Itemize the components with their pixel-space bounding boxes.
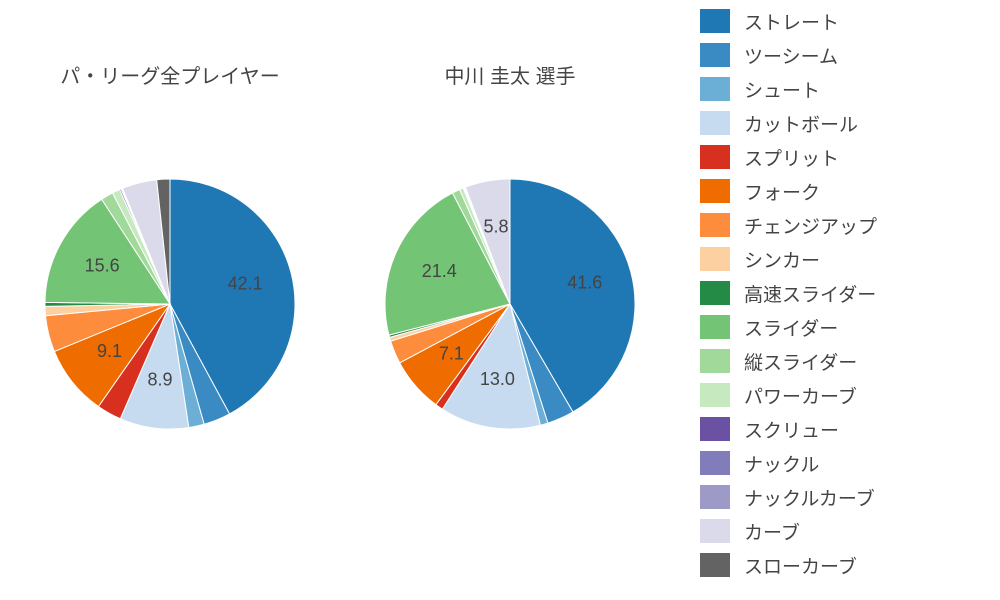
legend-swatch <box>700 77 730 101</box>
legend-swatch <box>700 417 730 441</box>
legend-item: スローカーブ <box>700 548 980 582</box>
pie-chart: パ・リーグ全プレイヤー 42.1 8.9 9.1 15.6 <box>10 60 330 489</box>
legend-item: シュート <box>700 72 980 106</box>
legend-swatch <box>700 145 730 169</box>
pie-slice-label: 13.0 <box>480 369 515 389</box>
legend-item: ナックル <box>700 446 980 480</box>
legend-label: 縦スライダー <box>744 348 857 375</box>
legend-label: シンカー <box>744 246 820 273</box>
legend-swatch <box>700 485 730 509</box>
legend-label: ストレート <box>744 8 839 35</box>
legend-label: ナックル <box>744 450 819 477</box>
pie-slice-label: 5.8 <box>483 217 508 237</box>
legend-swatch <box>700 553 730 577</box>
legend-label: スローカーブ <box>744 552 857 579</box>
legend-swatch <box>700 519 730 543</box>
legend-swatch <box>700 43 730 67</box>
legend-label: シュート <box>744 76 820 103</box>
legend-item: ナックルカーブ <box>700 480 980 514</box>
legend-item: スクリュー <box>700 412 980 446</box>
legend: ストレートツーシームシュートカットボールスプリットフォークチェンジアップシンカー… <box>700 0 980 586</box>
pie-title: パ・リーグ全プレイヤー <box>60 60 279 89</box>
legend-label: スプリット <box>744 144 839 171</box>
pie-slice-label: 41.6 <box>567 273 602 293</box>
legend-swatch <box>700 281 730 305</box>
legend-item: フォーク <box>700 174 980 208</box>
legend-label: カーブ <box>744 518 800 545</box>
legend-swatch <box>700 315 730 339</box>
pie-slice-label: 8.9 <box>148 370 173 390</box>
pie-slice-label: 42.1 <box>228 274 263 294</box>
legend-item: 高速スライダー <box>700 276 980 310</box>
legend-swatch <box>700 111 730 135</box>
legend-swatch <box>700 179 730 203</box>
legend-swatch <box>700 451 730 475</box>
pie-slice-label: 7.1 <box>439 343 464 363</box>
legend-label: 高速スライダー <box>744 280 876 307</box>
chart-area: パ・リーグ全プレイヤー 42.1 8.9 9.1 15.6 中川 圭太 選手 41.6 13.… <box>0 0 680 600</box>
legend-item: パワーカーブ <box>700 378 980 412</box>
legend-label: ナックルカーブ <box>744 484 875 511</box>
legend-swatch <box>700 247 730 271</box>
legend-label: スクリュー <box>744 416 839 443</box>
pie-title: 中川 圭太 選手 <box>444 60 575 89</box>
legend-label: カットボール <box>744 110 858 137</box>
pie-chart: 中川 圭太 選手 41.6 13.0 7.1 21.4 5.8 <box>350 60 670 489</box>
legend-swatch <box>700 349 730 373</box>
legend-item: シンカー <box>700 242 980 276</box>
legend-label: パワーカーブ <box>744 382 857 409</box>
legend-label: ツーシーム <box>744 42 838 69</box>
pie-svg: 42.1 8.9 9.1 15.6 <box>0 119 355 489</box>
legend-item: ツーシーム <box>700 38 980 72</box>
legend-item: スプリット <box>700 140 980 174</box>
legend-swatch <box>700 383 730 407</box>
legend-label: スライダー <box>744 314 838 341</box>
legend-item: カットボール <box>700 106 980 140</box>
legend-item: ストレート <box>700 4 980 38</box>
legend-label: チェンジアップ <box>744 212 877 239</box>
legend-swatch <box>700 213 730 237</box>
legend-item: カーブ <box>700 514 980 548</box>
legend-item: チェンジアップ <box>700 208 980 242</box>
legend-label: フォーク <box>744 178 820 205</box>
pie-slice-label: 21.4 <box>422 261 457 281</box>
pie-slice-label: 15.6 <box>85 255 120 275</box>
legend-swatch <box>700 9 730 33</box>
legend-item: スライダー <box>700 310 980 344</box>
pie-svg: 41.6 13.0 7.1 21.4 5.8 <box>325 119 695 489</box>
pie-slice-label: 9.1 <box>97 341 122 361</box>
legend-item: 縦スライダー <box>700 344 980 378</box>
